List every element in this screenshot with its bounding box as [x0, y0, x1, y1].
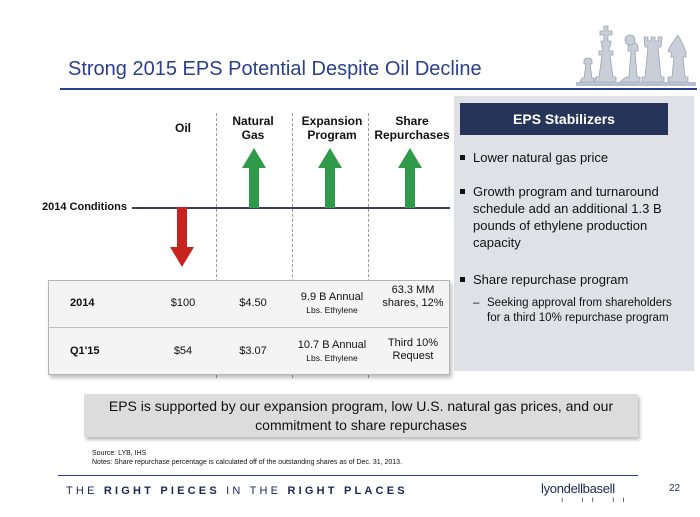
bullet-icon	[460, 155, 465, 160]
sidebar-bullet: Lower natural gas price	[460, 149, 688, 166]
column-divider	[216, 113, 217, 378]
natural-gas-up-arrow-icon	[242, 148, 266, 208]
column-header-natural-gas: Natural Gas	[232, 114, 274, 142]
oil-down-arrow-icon	[170, 207, 194, 267]
gas-value-q1-15: $3.07	[239, 345, 267, 357]
summary-callout-text: EPS is supported by our expansion progra…	[108, 397, 614, 433]
bullet-icon	[460, 277, 465, 282]
title-divider	[60, 88, 697, 90]
footnotes: Source: LYB, IHS Notes: Share repurchase…	[92, 449, 402, 467]
notes-text: Notes: Share repurchase percentage is ca…	[92, 459, 403, 466]
sidebar-bullet: Growth program and turnaround schedule a…	[460, 183, 688, 251]
conditions-baseline	[132, 207, 450, 209]
page-number: 22	[669, 483, 681, 494]
bullet-icon	[460, 189, 465, 194]
source-note: Source: LYB, IHS	[92, 450, 147, 457]
column-divider	[292, 113, 293, 378]
sub-bullet-dash: –	[473, 297, 480, 309]
table-row-divider	[48, 327, 448, 328]
column-header-oil: Oil	[174, 121, 191, 135]
footer-divider	[58, 475, 638, 476]
logo-mark-icon: ı ıı ıı	[561, 495, 633, 504]
row-label-2014: 2014	[70, 297, 95, 309]
footer-tagline: THE RIGHT PIECES IN THE RIGHT PLACES	[66, 485, 408, 497]
eps-stabilizers-heading: EPS Stabilizers	[460, 103, 668, 135]
summary-callout: EPS is supported by our expansion progra…	[84, 394, 638, 437]
oil-value-2014: $100	[170, 297, 196, 309]
expansion-value-2014: 9.9 B Annual	[300, 291, 364, 303]
expansion-up-arrow-icon	[318, 148, 342, 208]
column-header-share-repurchases: Share Repurchases	[374, 114, 450, 142]
expansion-unit-2014: Lbs. Ethylene	[306, 305, 358, 315]
share-value-q1-15: Third 10% Request	[387, 337, 439, 362]
gas-value-2014: $4.50	[239, 297, 267, 309]
share-repurchase-up-arrow-icon	[398, 148, 422, 208]
chess-pieces-icon	[576, 25, 696, 86]
sidebar-bullet: Share repurchase program	[460, 271, 688, 288]
sidebar-sub-bullet: Seeking approval from shareholders for a…	[487, 297, 672, 324]
row-label-q1-15: Q1'15	[70, 345, 100, 357]
column-header-expansion-program: Expansion Program	[301, 114, 363, 142]
conditions-label: 2014 Conditions	[42, 201, 127, 213]
expansion-unit-q1-15: Lbs. Ethylene	[306, 353, 358, 363]
column-divider	[368, 113, 369, 378]
expansion-value-q1-15: 10.7 B Annual	[297, 339, 367, 351]
share-value-2014: 63.3 MM shares, 12%	[382, 284, 444, 309]
page-title: Strong 2015 EPS Potential Despite Oil De…	[68, 58, 482, 80]
eps-stabilizers-panel	[454, 96, 694, 371]
oil-value-q1-15: $54	[173, 345, 193, 357]
company-logo: lyondellbasell	[541, 481, 615, 496]
